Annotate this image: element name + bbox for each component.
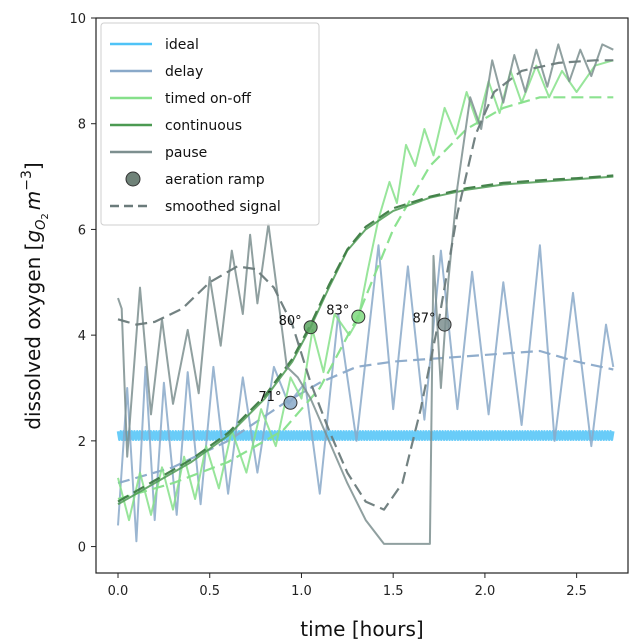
aeration-ramp-marker — [283, 395, 298, 410]
series-delay-smoothed — [117, 349, 614, 485]
y-axis-label-prefix: dissolved oxygen [ — [21, 243, 45, 430]
x-tick-label: 2.0 — [475, 584, 496, 599]
y-tick-label: 4 — [78, 329, 86, 344]
x-axis-label: time [hours] — [300, 617, 423, 641]
y-axis-label-2-sub: 2 — [40, 213, 51, 219]
legend-item-pause: pause — [110, 145, 207, 161]
series-timed-on-off-smoothed — [117, 96, 614, 501]
y-axis-label-o-sub: O — [34, 220, 49, 230]
marker-layer: 71° 80° 83° 87° — [258, 304, 452, 410]
legend: ideal delay timed on-off continuous pause aer… — [100, 22, 320, 226]
legend-label: pause — [165, 145, 207, 161]
plot-frame — [95, 17, 629, 574]
angle-annotation: 80° — [279, 314, 302, 329]
angle-annotation: 71° — [258, 390, 281, 405]
x-tick-label: 2.5 — [566, 584, 587, 599]
y-axis-label-exp: −3 — [19, 170, 35, 191]
angle-annotation: 83° — [326, 304, 349, 319]
y-axis-label: dissolved oxygen [gO2 m−3] — [19, 162, 51, 429]
x-axis: 0.0 0.5 1.0 1.5 2.0 2.5 — [108, 573, 587, 599]
x-tick-label: 1.0 — [291, 584, 312, 599]
y-tick-label: 0 — [78, 541, 86, 556]
y-axis-label-g: g — [21, 230, 45, 243]
series-ideal — [116, 430, 615, 442]
series-delay — [117, 244, 615, 543]
aeration-ramp-marker — [303, 320, 318, 335]
legend-item-continuous: continuous — [110, 118, 242, 134]
series-layer — [116, 43, 615, 545]
series-pause — [117, 43, 614, 545]
x-tick-label: 0.5 — [199, 584, 220, 599]
legend-item-delay: delay — [110, 64, 203, 80]
legend-marker-icon — [125, 171, 141, 187]
y-tick-label: 2 — [78, 435, 86, 450]
x-tick-label: 0.0 — [108, 584, 129, 599]
series-continuous-smoothed — [117, 174, 614, 503]
y-tick-label: 8 — [78, 118, 86, 133]
y-tick-label: 10 — [69, 12, 86, 27]
legend-label: delay — [165, 64, 203, 80]
aeration-ramp-marker — [351, 309, 366, 324]
legend-item-timed-on-off: timed on-off — [110, 91, 251, 107]
legend-item-smoothed-signal: smoothed signal — [110, 199, 281, 215]
y-axis: 0 2 4 6 8 10 — [69, 12, 96, 556]
legend-label: ideal — [165, 37, 199, 53]
legend-label: continuous — [165, 118, 242, 134]
legend-label: aeration ramp — [165, 172, 265, 188]
y-tick-label: 6 — [78, 223, 86, 238]
legend-box — [100, 22, 320, 226]
y-axis-label-m: m — [21, 191, 45, 210]
series-pause-smoothed — [117, 59, 614, 511]
legend-item-ideal: ideal — [110, 37, 199, 53]
legend-item-aeration-ramp: aeration ramp — [125, 171, 265, 188]
legend-label: timed on-off — [165, 91, 251, 107]
y-axis-label-suffix: ] — [21, 162, 45, 170]
aeration-ramp-marker — [437, 317, 452, 332]
x-tick-label: 1.5 — [383, 584, 404, 599]
angle-annotation: 87° — [413, 312, 436, 327]
legend-label: smoothed signal — [165, 199, 281, 215]
